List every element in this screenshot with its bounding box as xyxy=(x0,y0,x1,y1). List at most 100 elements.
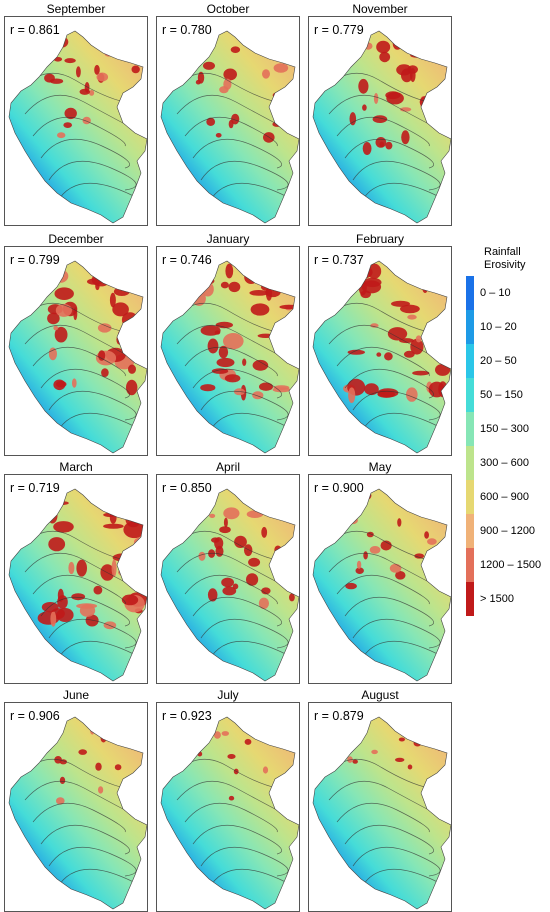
high-erosivity-patch xyxy=(274,545,282,555)
high-erosivity-patch xyxy=(418,32,434,43)
high-erosivity-patch xyxy=(268,37,281,48)
map-frame: r = 0.719 xyxy=(4,474,148,684)
high-erosivity-patch xyxy=(41,602,59,613)
high-erosivity-patch xyxy=(57,132,66,139)
legend-swatch xyxy=(466,514,474,548)
map-panel-july: July r = 0.923 xyxy=(156,688,300,912)
erosivity-field xyxy=(313,489,451,681)
high-erosivity-patch xyxy=(261,40,269,48)
high-erosivity-patch xyxy=(286,742,294,748)
high-erosivity-patch xyxy=(56,608,74,622)
high-erosivity-patch xyxy=(221,731,229,736)
basin-boundary xyxy=(192,138,282,169)
high-erosivity-patch xyxy=(112,302,129,317)
high-erosivity-patch xyxy=(355,41,361,49)
high-erosivity-patch xyxy=(214,330,221,335)
high-erosivity-patch xyxy=(47,729,56,735)
high-erosivity-patch xyxy=(52,269,69,283)
basin-boundary xyxy=(40,138,130,169)
legend-swatch xyxy=(466,548,474,582)
high-erosivity-patch xyxy=(194,277,215,285)
high-erosivity-patch xyxy=(222,586,237,596)
high-erosivity-patch xyxy=(76,66,81,78)
high-erosivity-patch xyxy=(109,511,117,524)
high-erosivity-patch xyxy=(76,603,98,609)
country-outline xyxy=(312,30,451,224)
high-erosivity-patch xyxy=(55,36,69,48)
panel-title: July xyxy=(217,688,239,702)
map-panel-april: April r = 0.850 xyxy=(156,460,300,684)
map-frame: r = 0.879 xyxy=(308,702,452,912)
correlation-label: r = 0.923 xyxy=(162,709,212,723)
high-erosivity-patch xyxy=(98,261,110,275)
basin-boundary xyxy=(176,552,278,583)
high-erosivity-patch xyxy=(415,335,422,343)
erosivity-field xyxy=(313,717,451,909)
map-frame: r = 0.923 xyxy=(156,702,300,912)
high-erosivity-patch xyxy=(207,338,219,354)
high-erosivity-patch xyxy=(371,749,378,755)
basin-boundary xyxy=(184,802,278,833)
high-erosivity-patch xyxy=(196,500,208,509)
high-erosivity-patch xyxy=(242,358,247,366)
basin-boundary xyxy=(48,618,137,649)
high-erosivity-patch xyxy=(79,88,91,95)
high-erosivity-patch xyxy=(109,292,116,308)
high-erosivity-patch xyxy=(360,267,367,273)
high-erosivity-patch xyxy=(223,507,240,520)
legend-item: 10 – 20 xyxy=(466,310,550,344)
panel-title: June xyxy=(62,688,90,702)
high-erosivity-patch xyxy=(85,614,99,627)
legend-label: 150 – 300 xyxy=(480,423,529,435)
legend-label: 50 – 150 xyxy=(480,389,523,401)
legend-label: 1200 – 1500 xyxy=(480,559,542,571)
high-erosivity-patch xyxy=(213,731,221,739)
high-erosivity-patch xyxy=(94,64,100,75)
legend-item: 600 – 900 xyxy=(466,480,550,514)
high-erosivity-patch xyxy=(98,350,106,361)
peru-map xyxy=(312,488,451,682)
high-erosivity-patch xyxy=(218,345,229,359)
high-erosivity-patch xyxy=(57,588,64,602)
basin-boundary xyxy=(40,368,130,399)
legend-swatch xyxy=(466,310,474,344)
correlation-label: r = 0.861 xyxy=(10,23,60,37)
basin-boundary xyxy=(176,780,278,811)
legend-item: > 1500 xyxy=(466,582,550,616)
basin-boundary xyxy=(24,324,126,355)
high-erosivity-patch xyxy=(98,786,104,794)
high-erosivity-patch xyxy=(384,352,393,361)
peru-map xyxy=(160,30,299,224)
high-erosivity-patch xyxy=(127,118,139,128)
high-erosivity-patch xyxy=(259,382,273,391)
basin-boundary xyxy=(48,846,137,877)
high-erosivity-patch xyxy=(387,327,408,341)
high-erosivity-patch xyxy=(55,303,72,317)
high-erosivity-patch xyxy=(102,490,117,503)
legend-label: 300 – 600 xyxy=(480,457,529,469)
basin-boundary xyxy=(24,780,126,811)
high-erosivity-patch xyxy=(284,45,290,54)
high-erosivity-patch xyxy=(361,280,382,294)
high-erosivity-patch xyxy=(220,281,229,289)
correlation-label: r = 0.879 xyxy=(314,709,364,723)
high-erosivity-patch xyxy=(395,757,405,762)
high-erosivity-patch xyxy=(111,559,117,577)
high-erosivity-patch xyxy=(363,551,368,560)
basin-boundary xyxy=(344,368,434,399)
basin-boundary xyxy=(32,574,126,605)
legend-item: 1200 – 1500 xyxy=(466,548,550,582)
erosivity-field xyxy=(313,261,451,453)
high-erosivity-patch xyxy=(385,91,401,100)
map-panel-october: October r = 0.780 xyxy=(156,2,300,226)
basin-boundary xyxy=(24,552,126,583)
high-erosivity-patch xyxy=(362,142,372,155)
map-panel-december: December r = 0.799 xyxy=(4,232,148,456)
high-erosivity-patch xyxy=(224,374,241,383)
high-erosivity-patch xyxy=(362,104,367,111)
country-outline xyxy=(160,260,299,454)
high-erosivity-patch xyxy=(53,521,74,533)
high-erosivity-patch xyxy=(128,364,136,374)
panel-title: December xyxy=(48,232,104,246)
legend-swatch xyxy=(466,378,474,412)
